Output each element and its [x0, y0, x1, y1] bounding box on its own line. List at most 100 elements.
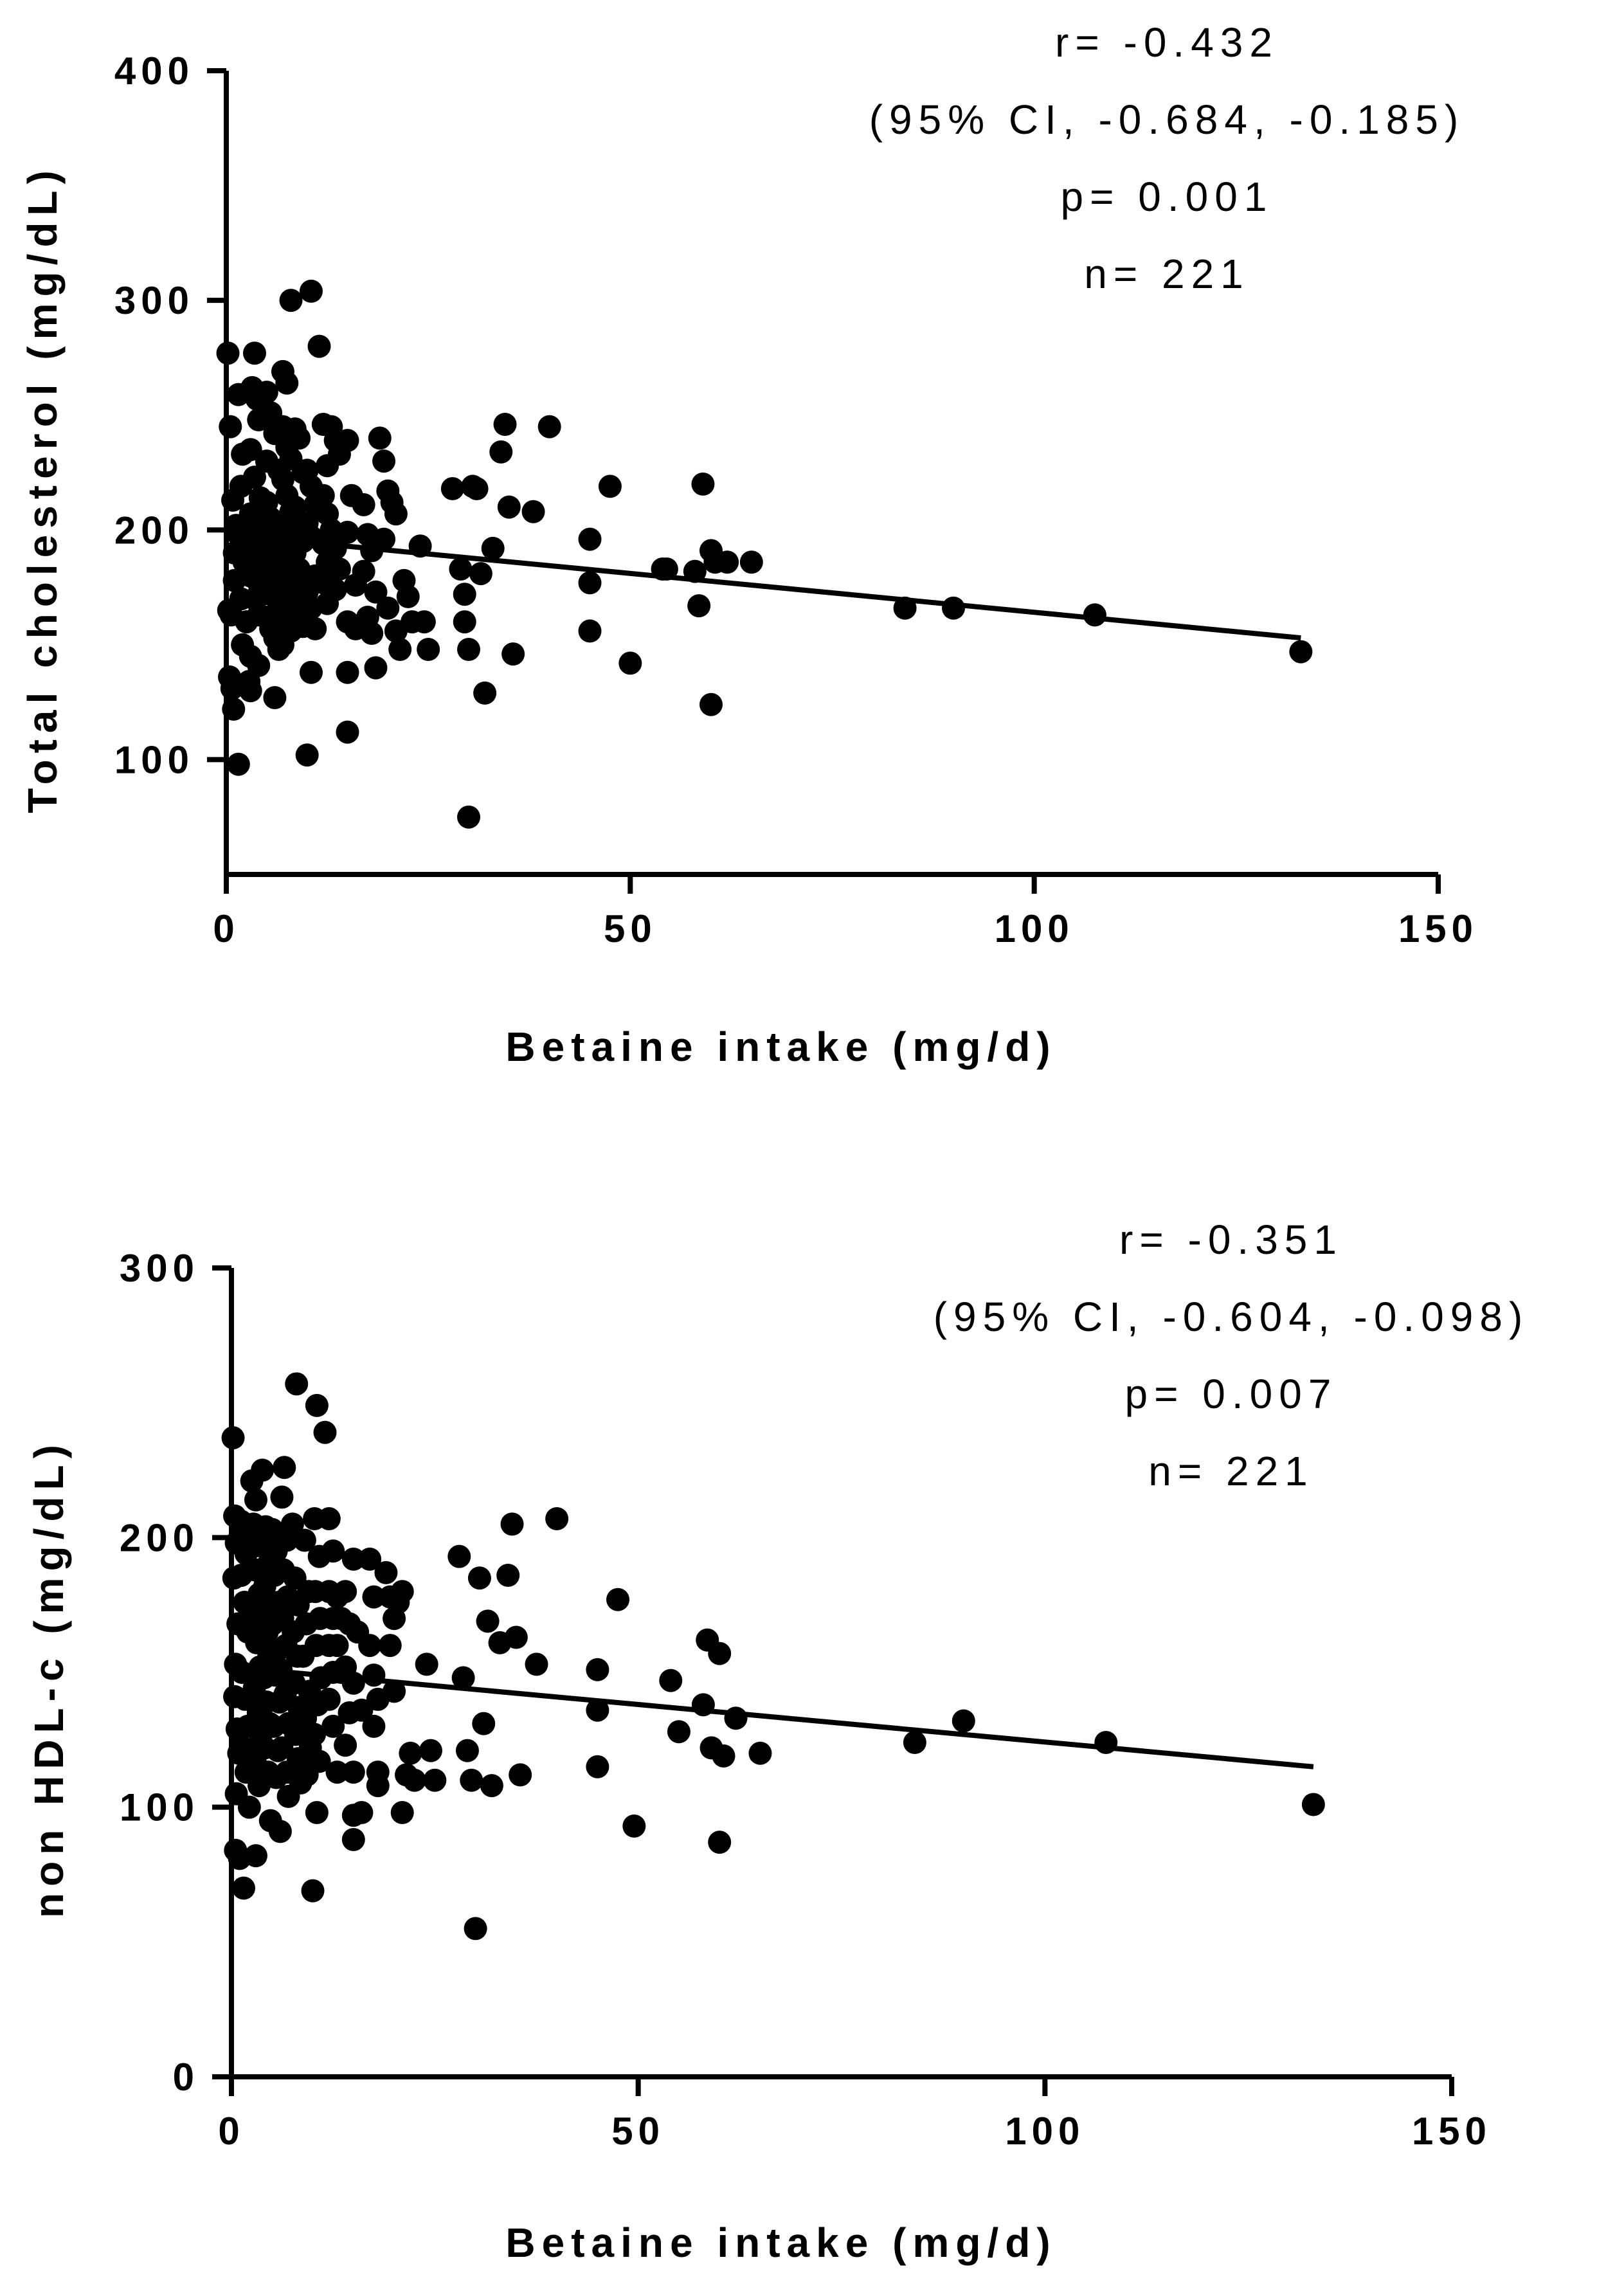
- data-point: [618, 651, 642, 675]
- stat-p: p= 0.007: [1125, 1371, 1338, 1417]
- x-tick-label: 100: [995, 907, 1074, 950]
- data-point: [239, 679, 262, 703]
- y-tick-label: 300: [120, 1247, 199, 1290]
- data-point: [321, 1714, 345, 1738]
- data-point: [388, 638, 412, 661]
- data-point: [285, 1372, 309, 1396]
- data-point: [364, 656, 388, 680]
- x-axis-title: Betaine intake (mg/d): [505, 2220, 1056, 2266]
- y-tick-label: 300: [114, 279, 194, 322]
- data-points: [221, 1372, 1325, 1941]
- data-point: [307, 1750, 331, 1773]
- data-point: [219, 415, 242, 439]
- data-points: [216, 279, 1313, 829]
- data-point: [467, 1566, 491, 1590]
- data-point: [472, 1712, 496, 1735]
- x-tick-label: 100: [1005, 2110, 1085, 2153]
- data-point: [301, 1879, 325, 1903]
- data-point: [453, 610, 476, 634]
- x-tick-label: 150: [1412, 2110, 1492, 2153]
- data-point: [336, 660, 359, 684]
- data-point: [237, 1795, 261, 1819]
- data-point: [457, 638, 480, 661]
- data-point: [305, 1801, 329, 1825]
- data-point: [350, 1698, 374, 1722]
- data-point: [293, 1528, 316, 1552]
- data-point: [305, 1393, 329, 1417]
- data-point: [268, 1820, 292, 1843]
- data-point: [748, 1741, 772, 1765]
- data-point: [244, 1488, 267, 1512]
- data-point: [586, 1698, 609, 1722]
- data-point: [708, 1642, 732, 1665]
- data-point: [303, 617, 327, 640]
- data-point: [622, 1814, 646, 1838]
- data-point: [226, 752, 250, 776]
- data-point: [323, 578, 347, 602]
- data-point: [325, 1760, 349, 1784]
- data-point: [366, 1774, 390, 1798]
- data-point: [311, 484, 335, 507]
- data-point: [251, 1458, 275, 1482]
- data-point: [341, 1827, 365, 1851]
- data-point: [378, 1634, 402, 1658]
- data-point: [659, 1669, 683, 1692]
- data-point: [952, 1709, 975, 1733]
- data-point: [336, 520, 359, 544]
- data-point: [270, 1485, 294, 1509]
- data-point: [390, 1580, 414, 1604]
- data-point: [384, 502, 408, 526]
- data-point: [327, 557, 351, 581]
- data-point: [451, 1666, 475, 1690]
- data-point: [1301, 1793, 1325, 1816]
- data-point: [372, 449, 396, 473]
- data-point: [521, 500, 545, 523]
- data-point: [341, 1547, 365, 1571]
- y-tick-label: 200: [114, 509, 194, 552]
- y-axis-title: non HDL-c (mg/dL): [26, 1438, 72, 1918]
- y-tick-label: 100: [114, 738, 194, 781]
- data-point: [447, 1544, 471, 1568]
- data-point: [358, 1634, 382, 1658]
- data-point: [358, 1547, 382, 1571]
- data-point: [383, 1679, 406, 1703]
- data-point: [352, 559, 375, 583]
- data-point: [586, 1755, 609, 1778]
- data-point: [545, 1506, 569, 1530]
- data-point: [469, 562, 492, 586]
- data-point: [313, 1420, 337, 1444]
- data-point: [402, 1768, 426, 1792]
- x-ticks: 0 50 100 150: [213, 874, 1473, 950]
- data-point: [480, 1774, 503, 1798]
- data-point: [423, 1768, 447, 1792]
- data-point: [287, 426, 311, 450]
- data-point: [360, 622, 384, 645]
- data-point: [489, 440, 513, 464]
- data-point: [271, 633, 294, 656]
- trend-line: [231, 1664, 1314, 1769]
- data-point: [724, 1706, 748, 1730]
- data-point: [242, 341, 266, 365]
- stat-ci: (95% CI, -0.684, -0.185): [869, 96, 1465, 143]
- data-point: [586, 1658, 609, 1681]
- data-point: [295, 743, 319, 767]
- data-point: [374, 1561, 398, 1584]
- y-axis-title: Total cholesterol (mg/dL): [19, 164, 66, 813]
- data-point: [280, 1512, 304, 1536]
- data-point: [687, 594, 711, 618]
- stat-p: p= 0.001: [1061, 174, 1274, 220]
- data-point: [1289, 640, 1313, 664]
- data-point: [460, 1768, 483, 1792]
- stat-r: r= -0.351: [1119, 1217, 1343, 1263]
- y-tick-label: 200: [120, 1516, 199, 1559]
- data-point: [464, 1917, 487, 1941]
- data-point: [453, 583, 476, 606]
- data-point: [500, 1512, 524, 1536]
- stat-ci: (95% CI, -0.604, -0.098): [934, 1294, 1529, 1340]
- data-point: [440, 477, 464, 500]
- data-point: [368, 426, 392, 450]
- x-axis-title: Betaine intake (mg/d): [505, 1024, 1056, 1070]
- data-point: [350, 1801, 374, 1825]
- data-point: [708, 1831, 732, 1854]
- data-point: [334, 1733, 357, 1757]
